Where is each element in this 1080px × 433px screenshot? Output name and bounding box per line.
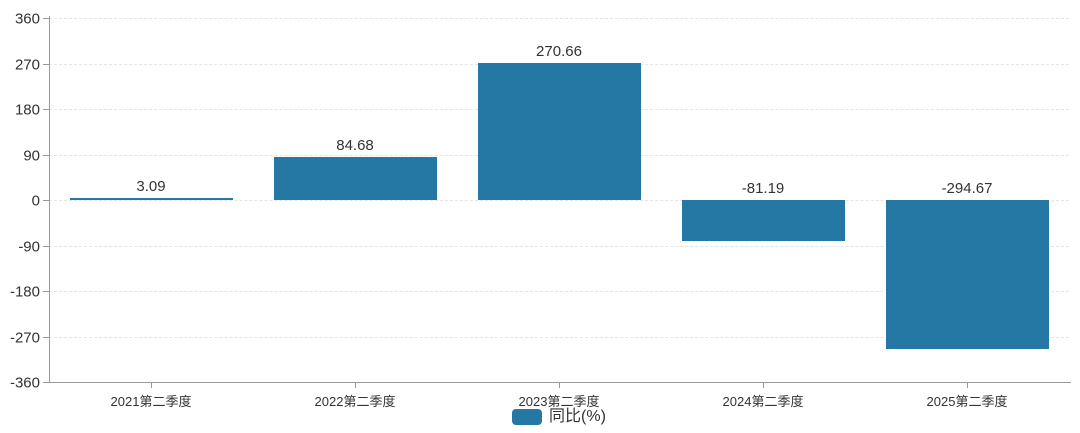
x-axis-tick	[763, 382, 764, 388]
y-axis-label: 360	[14, 10, 40, 28]
x-axis-label: 2024第二季度	[722, 394, 804, 409]
bar-value-label: 84.68	[336, 137, 374, 154]
legend-swatch-icon	[512, 409, 543, 425]
bar-value-label: -81.19	[741, 180, 785, 197]
bar-value-label: 3.09	[136, 178, 166, 195]
bar-value-label: -294.67	[941, 180, 993, 197]
y-axis-tick	[43, 109, 49, 110]
x-axis-line	[49, 382, 1071, 383]
y-axis-label: 180	[14, 101, 40, 119]
y-axis-label: -90	[18, 238, 40, 256]
y-gridline	[49, 246, 1069, 247]
y-axis-tick	[43, 200, 49, 201]
y-axis-label: 90	[23, 147, 40, 165]
y-axis-tick	[43, 18, 49, 19]
bar[interactable]	[478, 63, 641, 200]
y-axis-tick	[43, 337, 49, 338]
y-axis-label: -360	[9, 374, 40, 392]
x-axis-label: 2022第二季度	[314, 394, 396, 409]
y-axis-label: 0	[31, 192, 40, 210]
x-axis-label: 2021第二季度	[110, 394, 192, 409]
y-axis-line	[49, 16, 50, 383]
x-axis-tick	[559, 382, 560, 388]
y-axis-tick	[43, 64, 49, 65]
x-axis-label: 2025第二季度	[926, 394, 1008, 409]
y-axis-tick	[43, 291, 49, 292]
y-axis-tick	[43, 155, 49, 156]
y-gridline	[49, 18, 1069, 19]
y-axis-label: -270	[9, 329, 40, 347]
legend-label: 同比(%)	[549, 408, 606, 425]
bar[interactable]	[682, 200, 845, 241]
y-gridline	[49, 291, 1069, 292]
y-axis-tick	[43, 382, 49, 383]
x-axis-label: 2023第二季度	[518, 394, 600, 409]
bar[interactable]	[886, 200, 1049, 349]
x-axis-tick	[355, 382, 356, 388]
y-gridline	[49, 200, 1069, 201]
y-gridline	[49, 337, 1069, 338]
x-axis-tick	[967, 382, 968, 388]
bar[interactable]	[274, 157, 437, 200]
y-axis-label: -180	[9, 283, 40, 301]
bar-value-label: 270.66	[536, 43, 582, 60]
y-axis-label: 270	[14, 56, 40, 74]
bar[interactable]	[70, 198, 233, 200]
x-axis-tick	[151, 382, 152, 388]
legend-item[interactable]: 同比(%)	[49, 405, 1069, 429]
y-axis-tick	[43, 246, 49, 247]
